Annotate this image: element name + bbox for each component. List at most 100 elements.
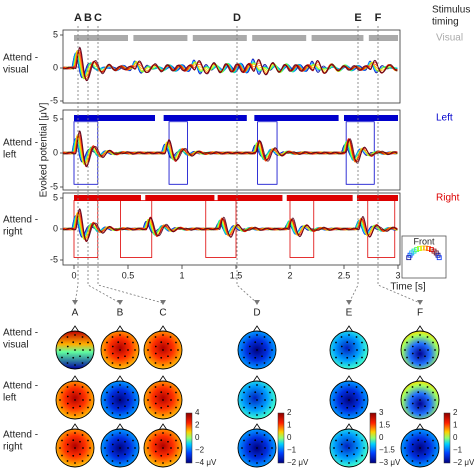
electrode-dot — [117, 439, 120, 442]
electrode-dot — [419, 384, 421, 386]
electrode-dot — [417, 439, 420, 442]
electrode-dot — [346, 406, 349, 409]
electrode-dot — [111, 450, 114, 453]
electrode-dot — [411, 402, 414, 405]
x-tick-label: 1 — [179, 270, 184, 280]
electrode-dot — [261, 355, 263, 358]
electrode-dot — [417, 341, 420, 344]
electrode-dot — [79, 405, 81, 408]
electrode-dot — [340, 345, 343, 348]
electrode-dot — [154, 386, 157, 388]
electrode-dot — [248, 412, 251, 414]
electrode-dot — [248, 443, 251, 446]
y-tick-label: -5 — [50, 181, 58, 191]
electrode-dot — [432, 406, 434, 409]
electrode-dot — [353, 405, 355, 408]
electrode-dot — [432, 454, 434, 457]
electrode-dot — [340, 402, 343, 405]
electrode-dot — [74, 462, 76, 464]
electrode-dot — [81, 386, 84, 388]
colorbar — [277, 412, 285, 464]
electrode-dot — [111, 434, 114, 436]
electrode-dot — [72, 406, 75, 409]
connector — [377, 26, 421, 304]
stream-label: Left — [436, 113, 453, 124]
electrode-dot — [411, 352, 414, 355]
electrode-dot — [149, 341, 151, 344]
electrode-dot — [355, 434, 358, 436]
colorbar-tick: 0 — [195, 433, 200, 442]
electrode-dot — [419, 432, 421, 434]
electrode-dot — [346, 439, 349, 442]
electrode-dot — [361, 454, 363, 457]
electrode-dot — [361, 439, 363, 442]
electrode-dot — [271, 349, 273, 351]
electrode-dot — [119, 384, 121, 386]
electrode-dot — [154, 443, 157, 446]
electrode-dot — [79, 440, 81, 443]
electrode-dot — [162, 414, 164, 416]
electrode-dot — [111, 402, 114, 405]
colorbar-tick: 1 — [287, 421, 292, 430]
electrode-dot — [333, 349, 335, 351]
map-letter: D — [253, 308, 260, 319]
electrode-dot — [261, 392, 263, 395]
electrode-dot — [87, 454, 89, 457]
y-tick-label: 5 — [53, 113, 58, 123]
electrode-dot — [132, 454, 134, 457]
electrode-dot — [169, 460, 172, 462]
electrode-dot — [111, 412, 114, 414]
electrode-dot — [340, 412, 343, 414]
electrode-dot — [263, 386, 266, 388]
electrode-dot — [104, 399, 106, 401]
waveform — [62, 130, 398, 167]
y-tick-label: -5 — [50, 95, 58, 105]
electrode-dot — [434, 399, 436, 401]
electrode-dot — [256, 399, 258, 401]
colorbar-tick: 3 — [379, 408, 384, 417]
electrode-dot — [74, 334, 76, 336]
electrode-dot — [132, 341, 134, 344]
electrode-dot — [411, 450, 414, 453]
electrode-dot — [243, 356, 245, 359]
electrode-dot — [355, 362, 358, 364]
electrode-dot — [124, 405, 126, 408]
electrode-dot — [346, 454, 349, 457]
arrow-head — [72, 300, 78, 305]
colorbar — [369, 412, 377, 464]
electrode-dot — [132, 356, 134, 359]
electrode-dot — [117, 406, 120, 409]
electrode-dot — [106, 341, 108, 344]
plot-frame — [62, 109, 401, 191]
electrode-dot — [160, 341, 163, 344]
electrode-dot — [419, 447, 421, 449]
electrode — [429, 247, 434, 253]
electrode-dot — [87, 406, 89, 409]
electrode-dot — [177, 447, 179, 449]
electrode-dot — [363, 349, 365, 351]
electrode-dot — [132, 391, 134, 394]
electrode-dot — [66, 336, 69, 338]
electrode-dot — [419, 414, 421, 416]
electrode-dot — [72, 454, 75, 457]
row-label: Attend - — [3, 215, 38, 226]
stimulus-bar — [74, 35, 128, 41]
colorbar-tick: 2 — [453, 408, 458, 417]
time-letter: C — [94, 12, 102, 24]
electrode-dot — [74, 432, 76, 434]
electrode-dot — [117, 356, 120, 359]
electrode-dot — [66, 434, 69, 436]
electrode-dot — [117, 454, 120, 457]
electrode-dot — [411, 345, 414, 348]
electrode-dot — [119, 349, 121, 351]
y-tick-label: 0 — [53, 223, 58, 233]
electrode-dot — [81, 460, 84, 462]
electrode-dot — [256, 414, 258, 416]
electrode-dot — [340, 362, 343, 364]
electrode-dot — [160, 391, 163, 394]
electrode-dot — [340, 395, 343, 398]
electrode-dot — [248, 352, 251, 355]
electrode-dot — [335, 341, 337, 344]
electrode-dot — [167, 392, 169, 395]
electrode-dot — [361, 391, 363, 394]
